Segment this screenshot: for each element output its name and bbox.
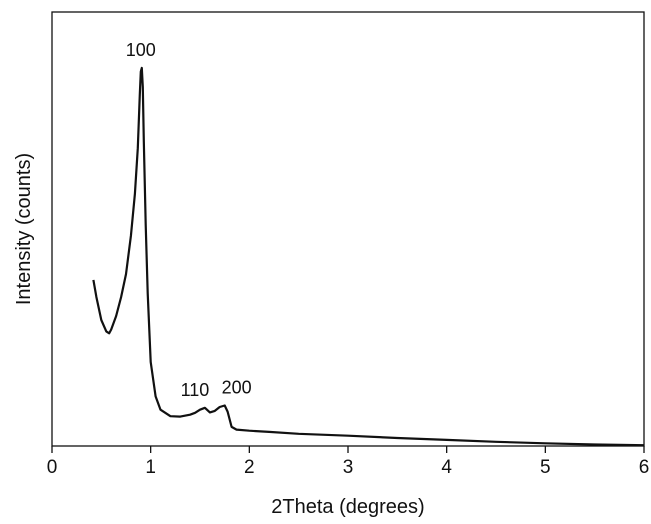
series-line (92, 66, 645, 447)
annotation-layer: 100 110 200 (126, 40, 252, 400)
x-tick-label: 2 (244, 457, 255, 478)
x-tick-label: 6 (639, 457, 650, 478)
x-tick-label: 3 (343, 457, 354, 478)
y-axis-title: Intensity (counts) (13, 153, 35, 305)
x-tick-label: 4 (441, 457, 452, 478)
x-axis-ticks: 0 1 2 3 4 5 6 (47, 446, 650, 478)
x-tick-label: 0 (47, 457, 58, 478)
peak-label-200: 200 (222, 378, 252, 398)
peak-label-110: 110 (181, 380, 210, 400)
x-tick-label: 1 (145, 457, 156, 478)
x-axis-title: 2Theta (degrees) (271, 496, 424, 518)
peak-label-100: 100 (126, 40, 156, 60)
series-layer (92, 66, 645, 447)
x-tick-label: 5 (540, 457, 551, 478)
